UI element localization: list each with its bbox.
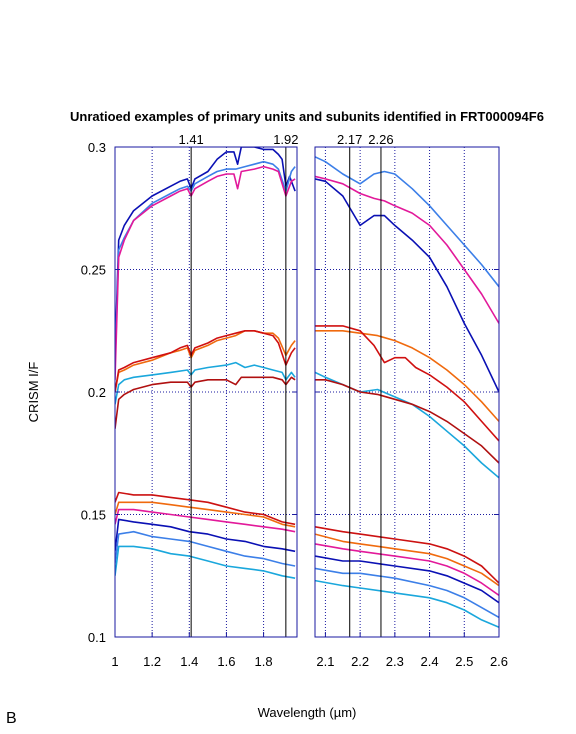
x-tick-label: 2.6 <box>490 654 508 669</box>
series-line-11 <box>315 555 499 604</box>
x-tick-label: 2.3 <box>386 654 404 669</box>
y-axis-label: CRISM I/F <box>26 362 41 423</box>
x-tick-label: 1.4 <box>180 654 198 669</box>
panel-letter: B <box>6 710 17 727</box>
series-line-7 <box>115 376 296 429</box>
series-line-11 <box>115 518 296 553</box>
marker-label: 2.26 <box>368 132 393 147</box>
y-tick-label: 0.2 <box>88 385 106 400</box>
series-line-5 <box>115 329 296 393</box>
x-tick-label: 2.5 <box>455 654 473 669</box>
x-axis-label: Wavelength (µm) <box>258 705 357 720</box>
series-line-4 <box>315 329 499 422</box>
series-line-10 <box>115 508 296 533</box>
x-tick-label: 2.1 <box>316 654 334 669</box>
series-line-3 <box>115 165 296 380</box>
panel-1: 1.41 1.92 1 1.2 1.4 1.6 1.8 <box>111 132 298 669</box>
series-line-13 <box>315 579 499 628</box>
y-tick-label: 0.15 <box>81 508 106 523</box>
x-tick-label: 1.2 <box>143 654 161 669</box>
series-line-10 <box>315 543 499 597</box>
series-line-12 <box>315 567 499 619</box>
series-line-13 <box>115 545 296 579</box>
y-tick-label: 0.1 <box>88 630 106 645</box>
series-line-4 <box>115 329 296 393</box>
series-line-3 <box>315 175 499 324</box>
series-line-6 <box>115 361 296 405</box>
panel-2: 2.17 2.26 2.1 2.2 2.3 2.4 2.5 2.6 <box>314 132 508 669</box>
series-line-2 <box>115 160 296 368</box>
x-tick-label: 1 <box>111 654 118 669</box>
chart-title: Unratioed examples of primary units and … <box>70 109 544 124</box>
series-line-6 <box>315 371 499 479</box>
y-tick-label: 0.3 <box>88 140 106 155</box>
series-line-7 <box>315 378 499 464</box>
series-line-12 <box>115 530 296 567</box>
series-line-9 <box>115 501 296 528</box>
x-tick-label: 1.6 <box>217 654 235 669</box>
y-tick-label: 0.25 <box>81 263 106 278</box>
x-tick-label: 2.4 <box>421 654 439 669</box>
series-line-1 <box>315 178 499 393</box>
marker-label: 2.17 <box>337 132 362 147</box>
series-line-1 <box>115 147 296 356</box>
plot-panels: 1.41 1.921 1.2 1.4 1.6 1.82.17 2.262.1 2.2 2.3 2.… <box>81 132 508 669</box>
series-line-8 <box>315 526 499 584</box>
marker-label: 1.92 <box>273 132 298 147</box>
marker-label: 1.41 <box>178 132 203 147</box>
series-line-8 <box>115 491 296 526</box>
series-line-2 <box>315 156 499 288</box>
x-tick-label: 2.2 <box>351 654 369 669</box>
series-line-9 <box>315 533 499 587</box>
series-line-5 <box>315 325 499 442</box>
x-tick-label: 1.8 <box>255 654 273 669</box>
